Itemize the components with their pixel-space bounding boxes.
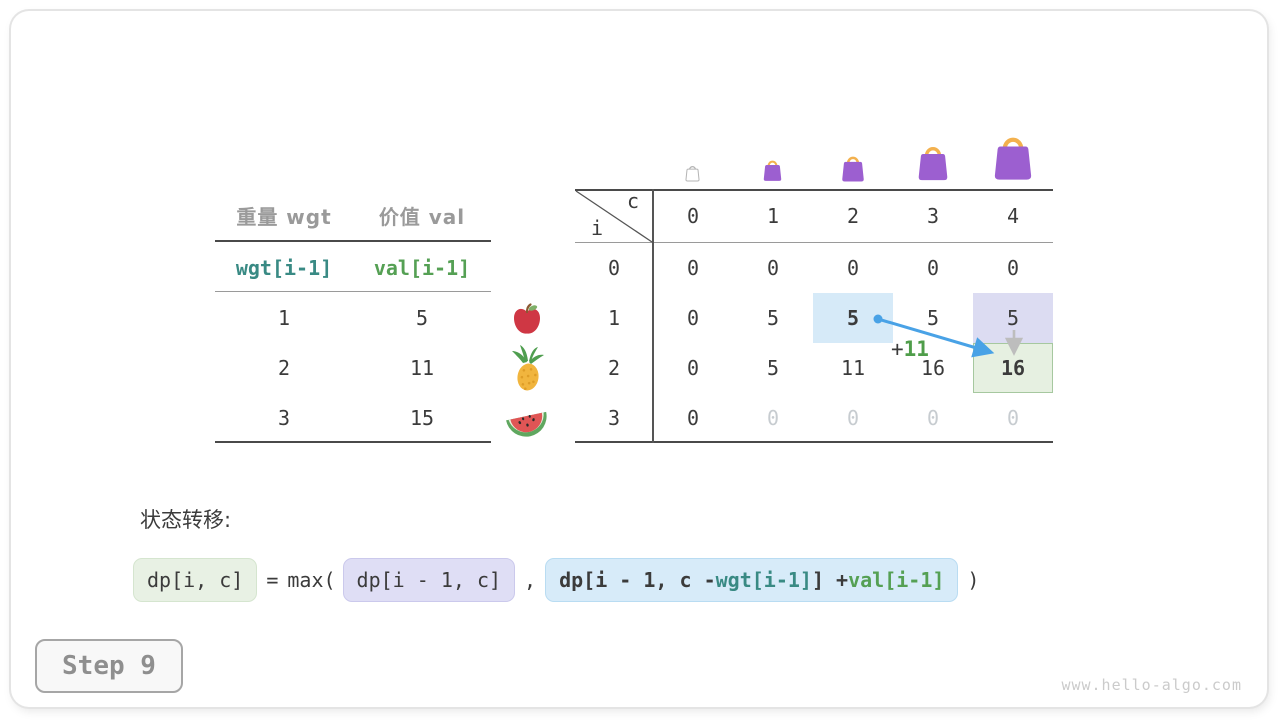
- dp-cell-r2c4-highlighted-target: 16: [973, 343, 1053, 393]
- watermelon-icon: [505, 404, 549, 438]
- dp-cell-r0c3: 0: [926, 256, 940, 280]
- dp-table-bottom-rule: [575, 441, 1053, 443]
- dp-cell-r3c3: 0: [926, 406, 940, 430]
- formula-arg1: dp[i - 1, c]: [342, 558, 516, 602]
- items-table-row-3: 3 15: [215, 393, 491, 443]
- dp-table-vertical-rule: [652, 189, 654, 443]
- items-table-index-row: wgt[i-1] val[i-1]: [215, 243, 491, 293]
- items-col-header-value: 价值 val: [378, 204, 466, 229]
- items-table-top-rule: [215, 240, 491, 242]
- item-3-value: 15: [409, 406, 435, 430]
- bag-empty-icon: [684, 163, 701, 182]
- dp-table-header-rule: [575, 242, 1053, 243]
- dp-col-header-0: 0: [686, 203, 700, 228]
- item-2-value: 11: [409, 356, 435, 380]
- dp-corner-col-var: c: [626, 189, 639, 213]
- added-value: 11: [903, 337, 929, 361]
- item-1-value: 5: [415, 306, 429, 330]
- dp-cell-r3c1: 0: [766, 406, 780, 430]
- formula-arg2-prefix: dp[i - 1, c -: [559, 568, 716, 592]
- dp-cell-r2c3: 16: [920, 356, 946, 380]
- formula-arg2-val: val[i-1]: [848, 568, 945, 592]
- step-badge: Step 9: [35, 639, 183, 693]
- dp-corner-cell: c i: [575, 189, 653, 242]
- dp-cell-r1c3: 5: [926, 306, 940, 330]
- transition-formula: dp[i, c] = max( dp[i - 1, c] , dp[i - 1,…: [133, 558, 988, 602]
- dp-col-header-3: 3: [926, 203, 940, 228]
- formula-arg2: dp[i - 1, c - wgt[i-1]] + val[i-1]: [545, 558, 959, 602]
- item-2-weight: 2: [277, 356, 291, 380]
- bag-small-icon: [761, 157, 784, 182]
- item-3-weight: 3: [277, 406, 291, 430]
- pineapple-icon: [510, 345, 546, 393]
- dp-cell-r0c2: 0: [846, 256, 860, 280]
- dp-cell-r1c2-highlighted-source: 5: [813, 293, 893, 343]
- bag-xlarge-icon: [989, 130, 1037, 182]
- dp-cell-r2c2: 11: [840, 356, 866, 380]
- items-table-mid-rule: [215, 291, 491, 292]
- dp-col-header-4: 4: [1006, 203, 1020, 228]
- dp-row-header-3: 3: [607, 406, 621, 430]
- dp-row-header-2: 2: [607, 356, 621, 380]
- dp-cell-r3c2: 0: [846, 406, 860, 430]
- formula-arg2-wgt: wgt[i-1]: [715, 568, 812, 592]
- dp-col-header-2: 2: [846, 203, 860, 228]
- dp-cell-r1c0: 0: [686, 306, 700, 330]
- dp-cell-r0c4: 0: [1006, 256, 1020, 280]
- dp-cell-r3c4: 0: [1006, 406, 1020, 430]
- item-1-weight: 1: [277, 306, 291, 330]
- dp-cell-r0c1: 0: [766, 256, 780, 280]
- items-table-header-row: 重量 wgt 价值 val: [215, 190, 491, 240]
- transition-section-label: 状态转移:: [140, 508, 232, 532]
- items-table-row-1: 1 5: [215, 293, 491, 343]
- dp-cell-r1c1: 5: [766, 306, 780, 330]
- items-table-row-2: 2 11: [215, 343, 491, 393]
- dp-cell-r3c0: 0: [686, 406, 700, 430]
- plus-sign: +: [891, 337, 904, 361]
- dp-cell-r0c0: 0: [686, 256, 700, 280]
- formula-arg2-mid: ] +: [811, 568, 849, 592]
- formula-comma: ,: [524, 568, 537, 592]
- plus-value-annotation: +11: [891, 337, 929, 361]
- dp-table-top-rule: [575, 189, 1053, 191]
- items-index-val: val[i-1]: [373, 256, 471, 280]
- dp-corner-row-var: i: [591, 216, 604, 240]
- items-col-header-weight: 重量 wgt: [236, 204, 332, 229]
- bag-large-icon: [914, 141, 952, 182]
- formula-lhs: dp[i, c]: [133, 558, 258, 602]
- formula-max-open: max(: [287, 568, 336, 592]
- items-table-bottom-rule: [215, 441, 491, 443]
- formula-equals: =: [266, 568, 279, 592]
- bag-medium-icon: [839, 152, 867, 183]
- dp-cell-r2c1: 5: [766, 356, 780, 380]
- dp-row-header-1: 1: [607, 306, 621, 330]
- apple-icon: [511, 302, 543, 336]
- dp-col-header-1: 1: [766, 203, 780, 228]
- dp-cell-r2c0: 0: [686, 356, 700, 380]
- dp-row-header-0: 0: [607, 256, 621, 280]
- formula-close-paren: ): [967, 568, 980, 592]
- items-index-wgt: wgt[i-1]: [235, 256, 333, 280]
- watermark: www.hello-algo.com: [1061, 676, 1242, 694]
- dp-cell-r1c4-highlighted-above: 5: [973, 293, 1053, 343]
